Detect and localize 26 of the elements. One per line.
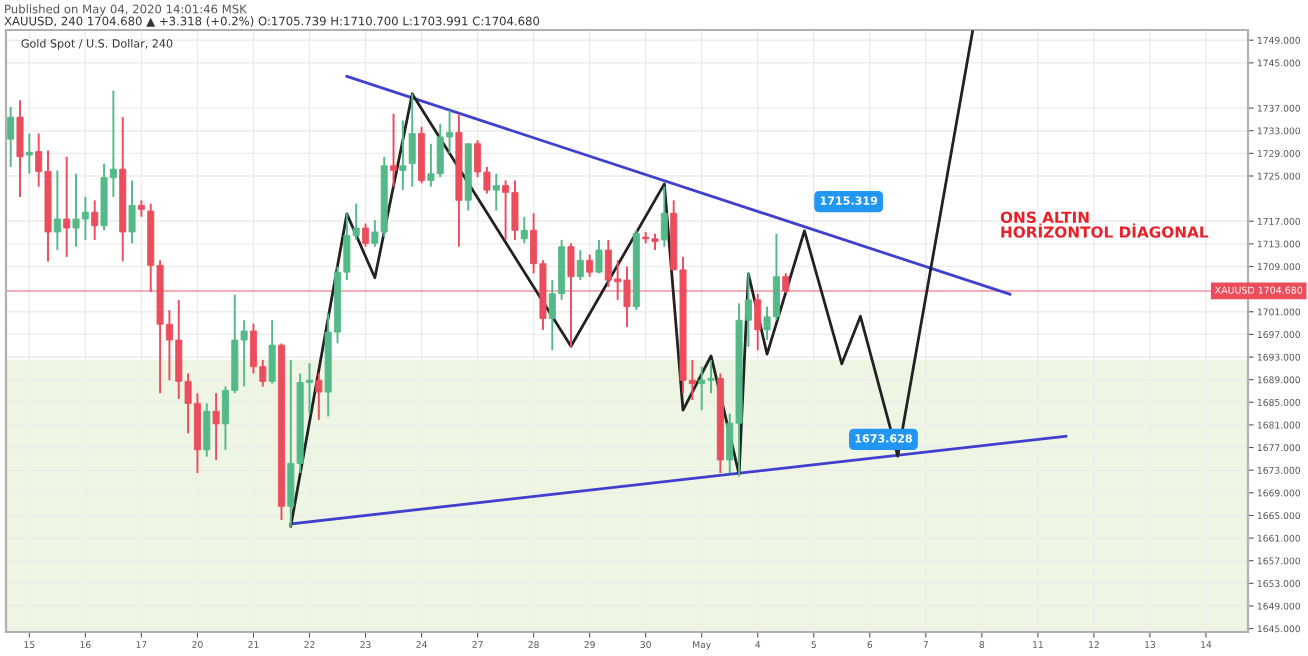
- candlestick: [53, 169, 61, 252]
- candlestick: [268, 319, 276, 385]
- candlestick: [128, 179, 136, 245]
- candlestick: [7, 105, 15, 168]
- candlestick: [567, 242, 575, 348]
- candlestick: [16, 99, 24, 198]
- candlestick: [492, 172, 500, 212]
- candlestick: [63, 155, 71, 258]
- candlestick: [576, 249, 584, 282]
- candlestick: [595, 238, 603, 275]
- candlestick: [25, 132, 33, 175]
- candlestick: [586, 253, 594, 278]
- candlestick: [408, 92, 416, 188]
- candlestick: [203, 402, 211, 458]
- candlestick: [91, 199, 99, 241]
- candlestick: [362, 222, 370, 248]
- candlestick: [315, 372, 323, 421]
- candlestick: [399, 119, 407, 192]
- candlestick: [418, 125, 426, 185]
- candlestick: [390, 112, 398, 188]
- line-series: [289, 30, 974, 528]
- candlestick: [660, 185, 668, 248]
- candlestick: [754, 292, 762, 352]
- candlestick: [520, 215, 528, 245]
- candlestick: [782, 272, 790, 295]
- candlestick: [212, 392, 220, 461]
